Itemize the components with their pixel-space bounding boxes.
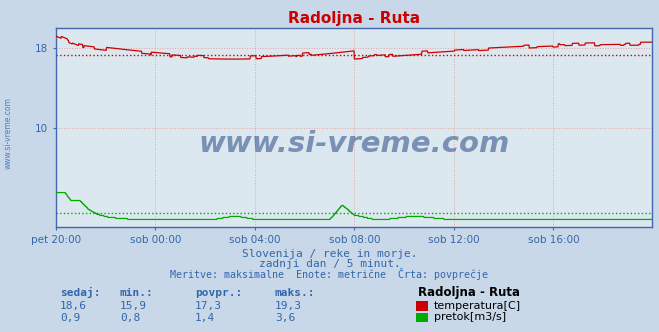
Text: povpr.:: povpr.: [195,288,243,298]
Text: 19,3: 19,3 [275,301,302,311]
Text: 18,6: 18,6 [60,301,87,311]
Text: temperatura[C]: temperatura[C] [434,301,521,311]
Text: 3,6: 3,6 [275,313,295,323]
Text: 15,9: 15,9 [120,301,147,311]
Text: pretok[m3/s]: pretok[m3/s] [434,312,505,322]
Text: min.:: min.: [120,288,154,298]
Text: Slovenija / reke in morje.: Slovenija / reke in morje. [242,249,417,259]
Text: 17,3: 17,3 [195,301,222,311]
Text: 0,9: 0,9 [60,313,80,323]
Text: zadnji dan / 5 minut.: zadnji dan / 5 minut. [258,259,401,269]
Text: 0,8: 0,8 [120,313,140,323]
Text: sedaj:: sedaj: [60,287,100,298]
Text: www.si-vreme.com: www.si-vreme.com [3,97,13,169]
Text: www.si-vreme.com: www.si-vreme.com [198,130,510,158]
Text: maks.:: maks.: [275,288,315,298]
Text: 1,4: 1,4 [195,313,215,323]
Text: Meritve: maksimalne  Enote: metrične  Črta: povprečje: Meritve: maksimalne Enote: metrične Črta… [171,268,488,280]
Text: Radoljna - Ruta: Radoljna - Ruta [418,286,521,299]
Title: Radoljna - Ruta: Radoljna - Ruta [288,11,420,26]
